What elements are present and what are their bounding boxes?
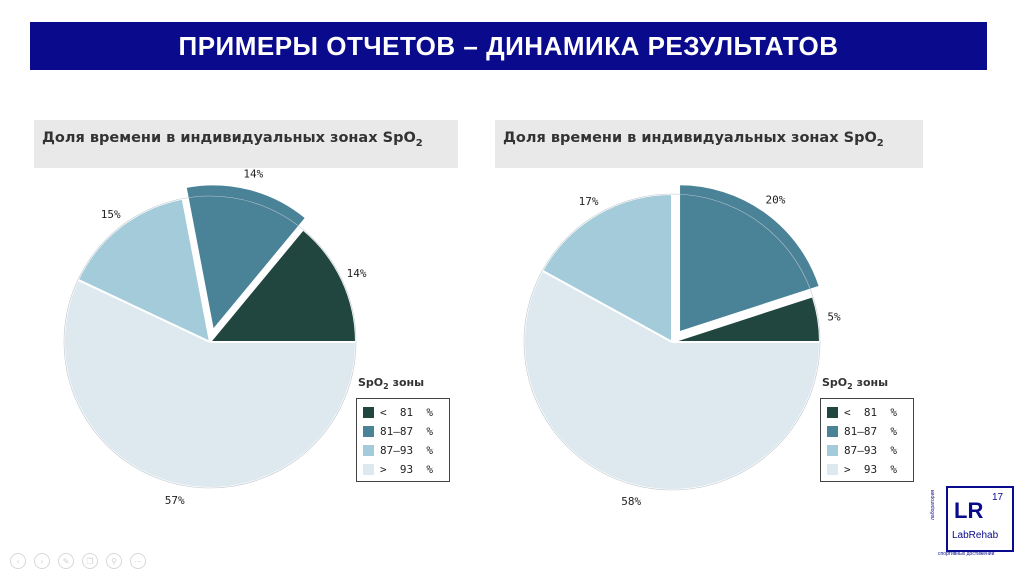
legend-item: > 93 % xyxy=(363,462,433,476)
chart-2-slice-label-4: 58% xyxy=(621,495,641,508)
logo-name: LabRehab xyxy=(952,530,999,541)
legend-item: < 81 % xyxy=(827,405,897,419)
legend-item: 87–93 % xyxy=(363,443,433,457)
slide-title: ПРИМЕРЫ ОТЧЕТОВ – ДИНАМИКА РЕЗУЛЬТАТОВ xyxy=(178,30,839,61)
legend-label: 87–93 % xyxy=(844,443,897,457)
prev-icon[interactable]: ‹ xyxy=(10,553,26,569)
chart-1-legend: < 81 % 81–87 % 87–93 % > 93 % xyxy=(356,398,450,482)
chart-2-outline xyxy=(523,193,821,491)
legend-item: 87–93 % xyxy=(827,443,897,457)
chart-1-slice-label-4: 57% xyxy=(165,494,185,507)
chart-2-slice-label-2: 20% xyxy=(766,194,786,207)
chart-2-legend-title: SpO2 зоны xyxy=(822,376,889,392)
legend-item: 81–87 % xyxy=(827,424,897,438)
chart-2-legend: < 81 % 81–87 % 87–93 % > 93 % xyxy=(820,398,914,482)
chart-1-title: Доля времени в индивидуальных зонах SpO2 xyxy=(42,130,423,149)
next-icon[interactable]: › xyxy=(34,553,50,569)
legend-item: 81–87 % xyxy=(363,424,433,438)
chart-2-slice-label-3: 17% xyxy=(579,195,599,208)
more-icon[interactable]: ⋯ xyxy=(130,553,146,569)
zoom-icon[interactable]: ⚲ xyxy=(106,553,122,569)
copy-icon[interactable]: ❐ xyxy=(82,553,98,569)
legend-swatch xyxy=(827,444,838,456)
chart-1-slice-label-2: 14% xyxy=(243,167,263,180)
legend-label: < 81 % xyxy=(380,405,433,419)
legend-swatch xyxy=(827,463,838,475)
legend-swatch xyxy=(363,444,374,456)
legend-label: < 81 % xyxy=(844,405,897,419)
chart-2-title: Доля времени в индивидуальных зонах SpO2 xyxy=(503,130,884,149)
logo-subtext: спортивных достижений xyxy=(938,551,995,557)
slide-title-bar: ПРИМЕРЫ ОТЧЕТОВ – ДИНАМИКА РЕЗУЛЬТАТОВ xyxy=(30,22,987,70)
legend-swatch xyxy=(363,463,374,475)
legend-item: < 81 % xyxy=(363,405,433,419)
legend-label: 81–87 % xyxy=(380,424,433,438)
legend-swatch xyxy=(827,425,838,437)
chart-1-outline xyxy=(63,195,357,489)
chart-1-slice-2 xyxy=(184,183,308,333)
chart-1-legend-title: SpO2 зоны xyxy=(358,376,425,392)
legend-swatch xyxy=(827,406,838,418)
labrehab-logo: LR 17 LabRehab xyxy=(946,486,1014,552)
legend-swatch xyxy=(363,425,374,437)
chart-2-header: Доля времени в индивидуальных зонах SpO2 xyxy=(495,120,923,168)
logo-letters: LR xyxy=(954,498,984,523)
chart-2-slice-label-1: 5% xyxy=(827,310,841,323)
chart-2-slice-2 xyxy=(678,183,822,334)
chart-1-header: Доля времени в индивидуальных зонах SpO2 xyxy=(34,120,458,168)
logo-number: 17 xyxy=(992,492,1004,503)
legend-label: > 93 % xyxy=(380,462,433,476)
legend-label: 81–87 % xyxy=(844,424,897,438)
pen-icon[interactable]: ✎ xyxy=(58,553,74,569)
legend-item: > 93 % xyxy=(827,462,897,476)
chart-1-slice-label-3: 15% xyxy=(101,208,121,221)
presentation-toolbar: ‹ › ✎ ❐ ⚲ ⋯ xyxy=(10,553,146,569)
legend-label: 87–93 % xyxy=(380,443,433,457)
legend-swatch xyxy=(363,406,374,418)
logo-vertical-text: лаборатория xyxy=(930,489,936,520)
chart-1-slice-label-1: 14% xyxy=(347,267,367,280)
legend-label: > 93 % xyxy=(844,462,897,476)
